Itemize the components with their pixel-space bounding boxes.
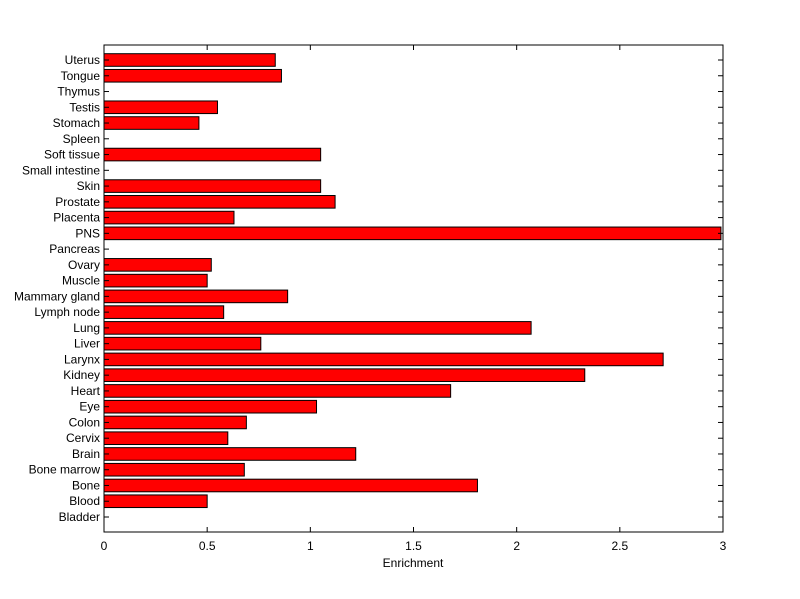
y-tick-label-ovary: Ovary: [68, 258, 100, 272]
x-tick-label: 1: [307, 539, 314, 553]
bar-bone: [103, 478, 478, 493]
bar-series: [103, 53, 722, 509]
y-tick-label-blood: Blood: [69, 494, 100, 508]
y-tick-label-bone: Bone: [72, 478, 100, 492]
y-tick-label-uterus: Uterus: [65, 53, 100, 67]
y-tick-label-bladder: Bladder: [59, 510, 100, 524]
bar-brain: [103, 447, 357, 461]
bar-larynx: [103, 352, 664, 367]
bar-pns: [103, 226, 722, 241]
y-tick-label-lung: Lung: [73, 321, 100, 335]
bar-liver: [103, 336, 262, 351]
bar-bone-marrow: [103, 462, 245, 477]
bar-testis: [103, 100, 218, 115]
y-tick-label-liver: Liver: [74, 337, 100, 351]
x-tick-label: 2: [513, 539, 520, 553]
x-tick-label: 0.5: [199, 539, 216, 553]
bar-eye: [103, 399, 318, 414]
bar-placenta: [103, 210, 235, 225]
y-tick-label-placenta: Placenta: [53, 211, 100, 225]
bar-tongue: [103, 68, 282, 83]
y-tick-label-stomach: Stomach: [53, 116, 100, 130]
bar-cervix: [103, 431, 229, 446]
y-tick-label-small-intestine: Small intestine: [22, 163, 100, 177]
y-tick-label-colon: Colon: [69, 415, 100, 429]
bar-uterus: [103, 53, 276, 67]
bar-colon: [103, 415, 247, 430]
bar-lung: [103, 321, 532, 335]
x-tick-label: 2.5: [611, 539, 628, 553]
y-tick-label-heart: Heart: [71, 384, 101, 398]
bar-lymph-node: [103, 305, 225, 319]
bar-heart: [103, 384, 452, 398]
x-tick-label: 3: [720, 539, 727, 553]
x-axis-label: Enrichment: [383, 556, 444, 570]
y-tick-label-pancreas: Pancreas: [49, 242, 100, 256]
bar-mammary-gland: [103, 289, 289, 304]
y-tick-label-muscle: Muscle: [62, 274, 100, 288]
y-tick-label-eye: Eye: [79, 400, 100, 414]
y-tick-label-thymus: Thymus: [57, 85, 100, 99]
y-tick-label-skin: Skin: [77, 179, 100, 193]
y-tick-label-kidney: Kidney: [63, 368, 100, 382]
y-tick-label-soft-tissue: Soft tissue: [44, 148, 100, 162]
x-tick-label: 0: [101, 539, 108, 553]
bar-blood: [103, 494, 208, 509]
bar-kidney: [103, 368, 586, 382]
x-tick-label: 1.5: [405, 539, 422, 553]
y-tick-label-bone-marrow: Bone marrow: [29, 463, 101, 477]
y-tick-label-larynx: Larynx: [64, 352, 100, 366]
y-tick-label-testis: Testis: [69, 100, 100, 114]
y-tick-label-pns: PNS: [75, 226, 100, 240]
y-tick-label-prostate: Prostate: [55, 195, 100, 209]
y-tick-label-tongue: Tongue: [61, 69, 101, 83]
bar-skin: [103, 179, 322, 193]
bar-ovary: [103, 258, 212, 272]
bar-soft-tissue: [103, 147, 322, 162]
y-tick-label-lymph-node: Lymph node: [34, 305, 100, 319]
bar-muscle: [103, 273, 208, 288]
x-axis-ticks: 0 0.5 1 1.5 2 2.5 3: [101, 45, 727, 553]
y-tick-label-mammary-gland: Mammary gland: [14, 289, 100, 303]
bar-stomach: [103, 116, 200, 130]
y-tick-label-spleen: Spleen: [63, 132, 100, 146]
bar-prostate: [103, 195, 336, 209]
y-tick-label-brain: Brain: [72, 447, 100, 461]
y-tick-label-cervix: Cervix: [66, 431, 100, 445]
